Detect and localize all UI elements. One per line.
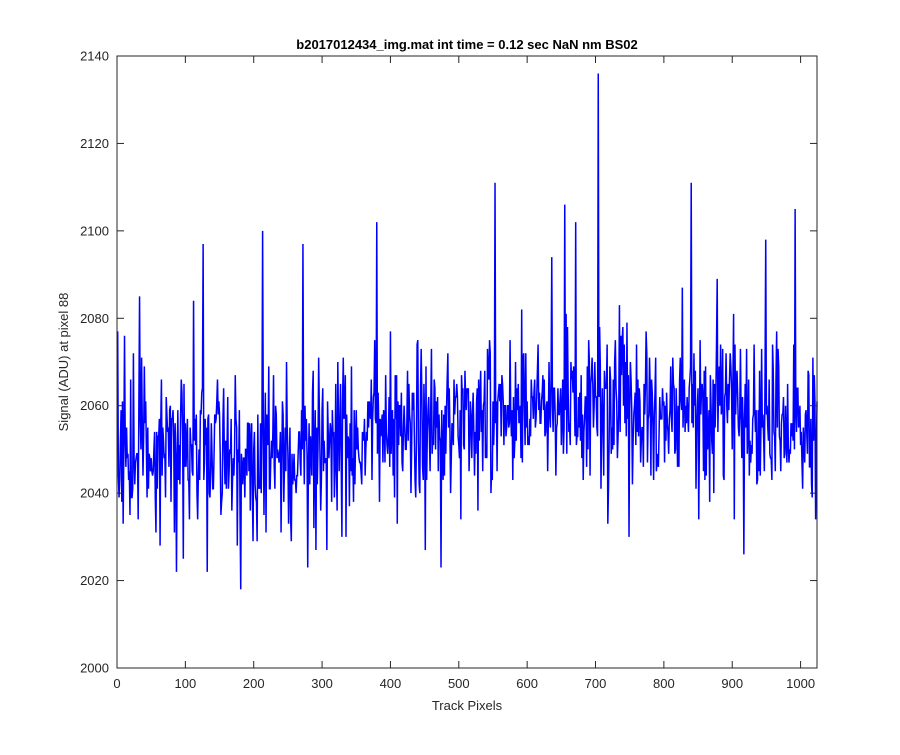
y-tick-label: 2080 xyxy=(80,311,109,326)
x-tick-label: 1000 xyxy=(786,676,815,691)
plot-area xyxy=(117,56,817,668)
x-tick-label: 300 xyxy=(311,676,333,691)
series-layer xyxy=(116,73,818,590)
y-tick-label: 2140 xyxy=(80,49,109,64)
y-tick-label: 2120 xyxy=(80,136,109,151)
signal-series-line xyxy=(116,73,818,590)
x-tick-label: 400 xyxy=(380,676,402,691)
chart-title: b2017012434_img.mat int time = 0.12 sec … xyxy=(296,37,637,52)
y-axis-label: Signal (ADU) at pixel 88 xyxy=(56,293,71,432)
x-tick-label: 200 xyxy=(243,676,265,691)
x-tick-label: 800 xyxy=(653,676,675,691)
y-tick-label: 2040 xyxy=(80,486,109,501)
y-tick-label: 2020 xyxy=(80,573,109,588)
x-tick-label: 500 xyxy=(448,676,470,691)
y-tick-label: 2100 xyxy=(80,223,109,238)
x-tick-label: 900 xyxy=(721,676,743,691)
x-tick-label: 100 xyxy=(175,676,197,691)
y-axis-ticks: 2000 2020 2040 2060 2080 2100 2120 2140 xyxy=(80,49,817,676)
x-axis-ticks: 0 100 200 300 400 500 600 700 800 900 1000 xyxy=(113,56,815,691)
y-tick-label: 2000 xyxy=(80,661,109,676)
x-tick-label: 600 xyxy=(516,676,538,691)
axes-box xyxy=(116,55,818,669)
y-tick-label: 2060 xyxy=(80,398,109,413)
x-tick-label: 0 xyxy=(113,676,120,691)
x-tick-label: 700 xyxy=(585,676,607,691)
x-axis-label: Track Pixels xyxy=(432,698,503,713)
